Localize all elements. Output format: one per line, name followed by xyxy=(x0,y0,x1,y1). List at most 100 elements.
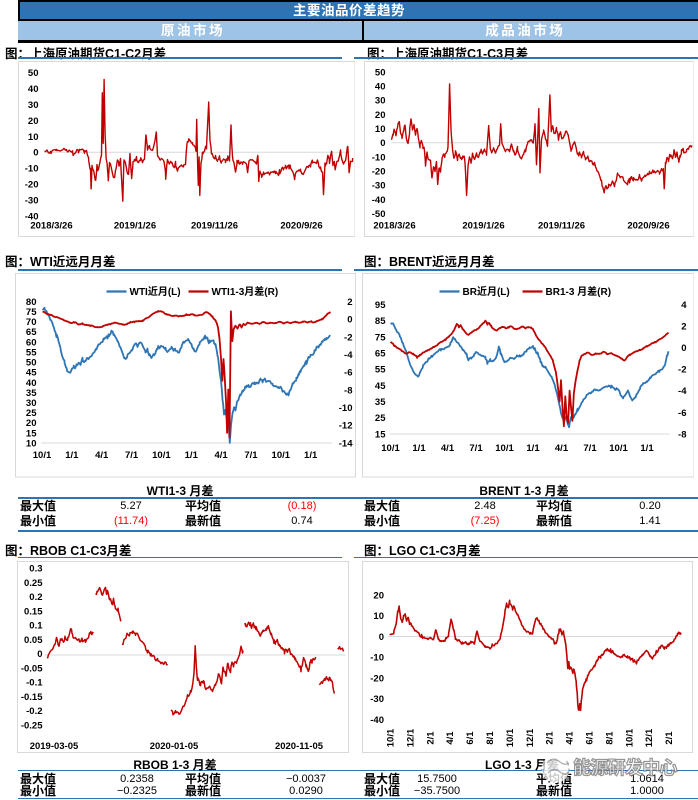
svg-text:-0.25: -0.25 xyxy=(20,720,42,731)
svg-text:-20: -20 xyxy=(370,674,384,685)
svg-text:55: 55 xyxy=(25,347,36,358)
svg-text:-0.15: -0.15 xyxy=(20,692,42,703)
svg-text:10/1: 10/1 xyxy=(386,728,397,747)
svg-text:1/1: 1/1 xyxy=(640,443,654,454)
svg-text:-10: -10 xyxy=(371,152,385,163)
svg-text:-20: -20 xyxy=(371,167,385,178)
svg-text:10: 10 xyxy=(25,438,36,449)
svg-text:-40: -40 xyxy=(370,715,384,726)
svg-text:-30: -30 xyxy=(370,694,384,705)
svg-text:12/1: 12/1 xyxy=(525,728,536,747)
svg-text:10/1: 10/1 xyxy=(609,443,628,454)
svg-text:-10: -10 xyxy=(370,653,384,664)
svg-text:10: 10 xyxy=(373,611,384,622)
svg-text:-14: -14 xyxy=(338,438,352,449)
svg-text:30: 30 xyxy=(374,96,385,107)
svg-text:10/1: 10/1 xyxy=(624,728,635,747)
svg-text:60: 60 xyxy=(25,337,36,348)
svg-text:65: 65 xyxy=(374,349,385,360)
svg-text:4/1: 4/1 xyxy=(214,450,228,461)
svg-text:2019/11/26: 2019/11/26 xyxy=(537,221,584,232)
svg-text:2020/9/26: 2020/9/26 xyxy=(627,221,669,232)
svg-text:20: 20 xyxy=(373,590,384,601)
svg-text:-4: -4 xyxy=(344,350,353,361)
svg-text:4/1: 4/1 xyxy=(565,731,576,745)
svg-text:35: 35 xyxy=(25,388,36,399)
svg-text:2018/3/26: 2018/3/26 xyxy=(30,221,72,232)
svg-text:-40: -40 xyxy=(24,211,38,222)
svg-text:2019/1/26: 2019/1/26 xyxy=(113,221,155,232)
svg-text:2018/3/26: 2018/3/26 xyxy=(373,221,415,232)
svg-text:4: 4 xyxy=(681,300,687,311)
svg-text:2: 2 xyxy=(681,322,686,333)
svg-text:65: 65 xyxy=(25,327,36,338)
svg-text:-0.2: -0.2 xyxy=(26,706,42,717)
svg-text:70: 70 xyxy=(25,317,36,328)
svg-text:10/1: 10/1 xyxy=(505,728,516,747)
svg-text:0: 0 xyxy=(33,148,38,159)
svg-text:0: 0 xyxy=(380,138,385,149)
svg-text:80: 80 xyxy=(25,297,36,308)
svg-text:-4: -4 xyxy=(678,386,687,397)
svg-text:10: 10 xyxy=(374,124,385,135)
svg-text:12/1: 12/1 xyxy=(644,728,655,747)
svg-text:0: 0 xyxy=(37,649,42,660)
svg-text:BR近月(L): BR近月(L) xyxy=(462,286,509,298)
svg-text:15: 15 xyxy=(374,429,385,440)
svg-text:WTI1-3月差(R): WTI1-3月差(R) xyxy=(211,285,278,298)
svg-text:0.1: 0.1 xyxy=(29,621,43,632)
svg-text:2019-03-05: 2019-03-05 xyxy=(29,741,78,752)
svg-text:-10: -10 xyxy=(24,164,38,175)
svg-text:0: 0 xyxy=(379,632,384,643)
svg-text:2020-01-05: 2020-01-05 xyxy=(149,741,198,752)
svg-text:-50: -50 xyxy=(371,209,385,220)
svg-text:4/1: 4/1 xyxy=(95,450,109,461)
svg-text:20: 20 xyxy=(374,110,385,121)
svg-text:1/1: 1/1 xyxy=(65,450,79,461)
svg-text:6/1: 6/1 xyxy=(585,731,596,745)
svg-text:75: 75 xyxy=(25,307,36,318)
svg-text:-8: -8 xyxy=(344,385,352,396)
svg-text:20: 20 xyxy=(25,418,36,429)
svg-text:1/1: 1/1 xyxy=(184,450,198,461)
svg-text:50: 50 xyxy=(25,358,36,369)
svg-text:15: 15 xyxy=(25,428,36,439)
svg-text:1/1: 1/1 xyxy=(304,450,318,461)
svg-text:95: 95 xyxy=(374,300,385,311)
svg-text:0.05: 0.05 xyxy=(24,635,43,646)
svg-text:-0.1: -0.1 xyxy=(26,678,43,689)
svg-text:-40: -40 xyxy=(371,195,385,206)
svg-text:10/1: 10/1 xyxy=(152,450,171,461)
svg-text:50: 50 xyxy=(27,68,38,79)
svg-text:85: 85 xyxy=(374,316,385,327)
svg-text:2: 2 xyxy=(347,297,352,308)
svg-text:2020-11-05: 2020-11-05 xyxy=(274,741,323,752)
svg-text:0: 0 xyxy=(681,343,686,354)
svg-text:40: 40 xyxy=(27,84,38,95)
svg-text:BR1-3 月差(R): BR1-3 月差(R) xyxy=(545,285,611,298)
svg-text:7/1: 7/1 xyxy=(469,443,483,454)
svg-text:7/1: 7/1 xyxy=(124,450,138,461)
svg-text:-20: -20 xyxy=(24,180,38,191)
svg-text:-0.05: -0.05 xyxy=(20,663,42,674)
svg-text:75: 75 xyxy=(374,332,385,343)
svg-text:10/1: 10/1 xyxy=(495,443,514,454)
svg-text:40: 40 xyxy=(374,82,385,93)
svg-text:30: 30 xyxy=(25,398,36,409)
svg-text:12/1: 12/1 xyxy=(405,728,416,747)
svg-text:35: 35 xyxy=(374,397,385,408)
svg-text:7/1: 7/1 xyxy=(583,443,597,454)
svg-text:40: 40 xyxy=(25,378,36,389)
svg-text:4/1: 4/1 xyxy=(445,731,456,745)
svg-text:6/1: 6/1 xyxy=(465,731,476,745)
svg-text:50: 50 xyxy=(374,67,385,78)
svg-text:25: 25 xyxy=(374,413,385,424)
svg-text:WTI近月(L): WTI近月(L) xyxy=(129,286,180,298)
svg-text:1/1: 1/1 xyxy=(526,443,540,454)
svg-text:7/1: 7/1 xyxy=(244,450,258,461)
svg-text:-8: -8 xyxy=(678,429,686,440)
svg-text:2/1: 2/1 xyxy=(545,731,556,745)
svg-text:8/1: 8/1 xyxy=(485,731,496,745)
svg-text:0.15: 0.15 xyxy=(24,606,43,617)
svg-text:-12: -12 xyxy=(338,421,352,432)
